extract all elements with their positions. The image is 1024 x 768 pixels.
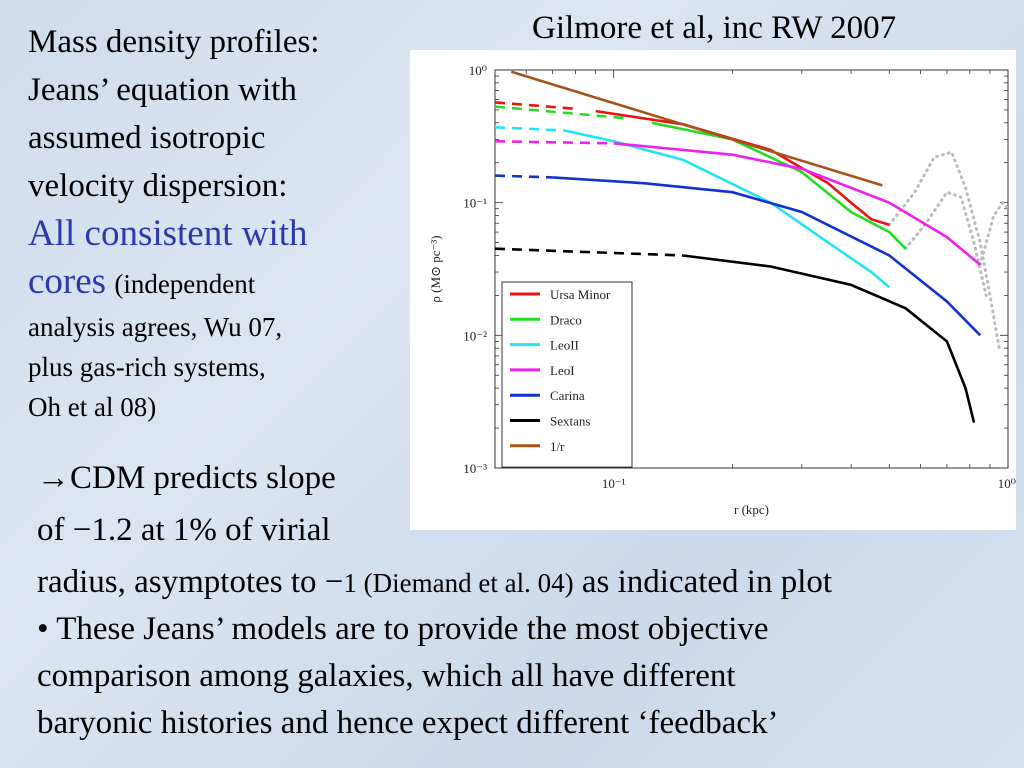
legend-box xyxy=(501,281,633,468)
legend-label: Draco xyxy=(550,312,582,327)
left-line-4: velocity dispersion: xyxy=(28,168,288,204)
bullet-line-2: comparison among galaxies, which all hav… xyxy=(37,658,736,694)
highlight-line-2: cores xyxy=(28,261,107,302)
cdm-line-3a: radius, asymptotes to − xyxy=(37,564,344,600)
cdm-prediction-text: →CDM predicts slope of −1.2 at 1% of vir… xyxy=(37,452,997,609)
left-line-2: Jeans’ equation with xyxy=(28,72,297,108)
cdm-line-3c: as indicated in plot xyxy=(581,564,833,600)
note-line-3: plus gas-rich systems, xyxy=(28,352,266,382)
dotted-model-curve xyxy=(978,200,1008,267)
arrow-icon: → xyxy=(37,460,70,496)
density-profile-plot: 10⁻¹ 10⁰ 10⁰ 10⁻¹ 10⁻² 10⁻³ r (kpc) ρ (M⊙ pc⁻³)… xyxy=(410,50,1016,530)
left-line-3: assumed isotropic xyxy=(28,120,266,156)
x-tick-label: 10⁻¹ xyxy=(602,476,626,491)
series-leoi-dashed xyxy=(495,140,614,145)
legend-label: Carina xyxy=(550,388,585,403)
legend-label: LeoI xyxy=(550,363,575,378)
y-axis-label: ρ (M⊙ pc⁻³) xyxy=(428,235,443,302)
series-ursa-minor-dashed xyxy=(495,101,576,111)
bullet-text: • These Jeans’ models are to provide the… xyxy=(37,606,1007,747)
highlight-line-1: All consistent with xyxy=(28,213,308,254)
cdm-line-3b: 1 (Diemand et al. 04) xyxy=(343,568,574,598)
series-1-r-line xyxy=(510,70,883,187)
y-tick-label: 10⁻³ xyxy=(463,461,487,476)
plot-frame xyxy=(494,69,1009,469)
cdm-line-2: of −1.2 at 1% of virial xyxy=(37,512,331,548)
x-axis-label: r (kpc) xyxy=(734,502,769,517)
x-tick-label: 10⁰ xyxy=(998,476,1016,491)
bullet-line-1: • These Jeans’ models are to provide the… xyxy=(37,611,769,647)
note-line-1: (independent xyxy=(114,269,256,299)
legend-label: Sextans xyxy=(550,414,590,429)
series-draco-line xyxy=(651,121,907,250)
note-line-4: Oh et al 08) xyxy=(28,392,157,422)
y-tick-label: 10⁰ xyxy=(469,63,487,78)
note-line-2: analysis agrees, Wu 07, xyxy=(28,312,283,342)
citation-title: Gilmore et al, inc RW 2007 xyxy=(532,10,897,46)
series-carina-line xyxy=(552,176,982,337)
legend-label: 1/r xyxy=(550,439,565,454)
y-tick-label: 10⁻² xyxy=(463,328,487,343)
y-tick-label: 10⁻¹ xyxy=(463,196,487,211)
chart-svg: 10⁻¹ 10⁰ 10⁰ 10⁻¹ 10⁻² 10⁻³ r (kpc) ρ (M⊙ pc⁻³)… xyxy=(428,63,1016,517)
series-leoii-dashed xyxy=(495,126,565,132)
legend-label: Ursa Minor xyxy=(550,287,611,302)
bullet-line-3: baryonic histories and hence expect diff… xyxy=(37,705,779,741)
series-draco-dashed xyxy=(495,105,631,120)
dotted-model-curve xyxy=(904,190,988,297)
series-sextans-line xyxy=(682,254,976,423)
legend-label: LeoII xyxy=(550,338,579,353)
cdm-line-1: CDM predicts slope xyxy=(70,460,336,496)
series-leoi-line xyxy=(613,142,982,266)
left-text-block: Mass density profiles: Jeans’ equation w… xyxy=(28,18,398,427)
series-carina-dashed xyxy=(495,174,553,179)
left-line-1: Mass density profiles: xyxy=(28,24,320,60)
dotted-model-curve xyxy=(887,150,1001,350)
series-sextans-dashed xyxy=(495,247,684,257)
